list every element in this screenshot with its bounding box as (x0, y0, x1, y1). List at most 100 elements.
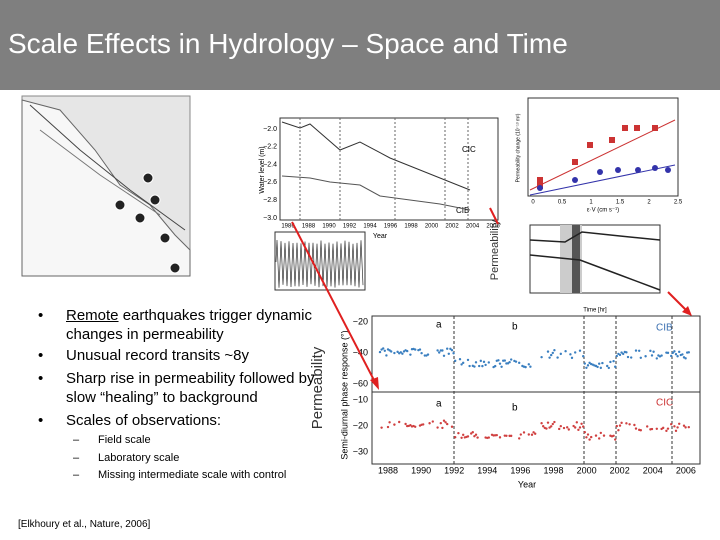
phase-point (588, 438, 591, 441)
phase-point (447, 352, 450, 355)
phase-point (458, 358, 462, 361)
epicenter (142, 172, 154, 184)
x-tick-label: 1986 (281, 224, 295, 230)
phase-point (630, 356, 633, 359)
phase-point (585, 366, 588, 369)
fault (29, 104, 186, 231)
phase-point (682, 424, 686, 427)
phase-point (495, 433, 498, 437)
x-axis-label: Year (373, 233, 388, 240)
y-tick-label: −10 (353, 394, 368, 404)
phase-point (393, 423, 396, 426)
phase-point (655, 427, 658, 430)
x-tick-label: 1994 (363, 224, 377, 230)
point (652, 125, 658, 131)
phase-point (650, 354, 654, 357)
phase-point (439, 421, 442, 425)
phase-point (614, 438, 617, 441)
phase-point (614, 365, 617, 368)
phase-point (687, 351, 690, 354)
phase-point (662, 426, 665, 430)
phase-point (670, 422, 673, 426)
y-tick-label: −2.0 (263, 126, 277, 133)
phase-point (466, 358, 470, 362)
arrow (291, 221, 377, 385)
phase-point (673, 350, 676, 353)
phase-point (446, 422, 449, 426)
phase-point (438, 351, 441, 354)
phase-point (482, 360, 486, 364)
phase-point (414, 425, 417, 428)
phase-point (540, 422, 543, 425)
header-band: Scale Effects in Hydrology – Space and T… (0, 0, 720, 90)
arrow-head (370, 377, 379, 390)
y-axis-label: Permeability change (10⁻¹³ m²) (515, 113, 521, 182)
phase-point (566, 426, 569, 429)
phase-point (462, 361, 465, 365)
y-tick-label: −2.8 (263, 197, 277, 204)
phase-point (572, 424, 575, 428)
y-tick-label: −20 (353, 420, 368, 430)
x-tick-label: 1 (589, 200, 593, 206)
phase-point (510, 358, 513, 361)
well-label: CIB (456, 206, 469, 215)
phase-point (612, 434, 615, 437)
point (587, 142, 593, 148)
phase-point (665, 429, 668, 433)
phase-point (390, 350, 393, 353)
phase-point (620, 421, 623, 425)
bullet-text: Scales of observations: (66, 412, 222, 429)
fault (39, 129, 161, 216)
phase-point (436, 426, 439, 429)
point (597, 169, 603, 175)
phase-point (582, 425, 585, 428)
point (635, 167, 641, 173)
phase-point (473, 435, 476, 438)
point (537, 177, 543, 183)
phase-point (450, 425, 454, 428)
phase-point (575, 421, 578, 424)
phase-point (399, 351, 402, 354)
phase-point (612, 359, 615, 363)
phase-point (634, 349, 638, 352)
phase-point (494, 364, 497, 368)
phase-point (644, 355, 647, 358)
phase-point (553, 420, 556, 424)
phase-point (546, 350, 550, 353)
x-tick-label: 2000 (425, 224, 439, 230)
phase-point (609, 360, 612, 364)
phase-point (540, 355, 543, 359)
y-axis-label: Semi-diurnal phase response (°) (339, 330, 349, 459)
phase-point (618, 424, 622, 427)
phase-point (468, 364, 471, 368)
phase-point (551, 422, 554, 426)
phase-point (487, 436, 490, 439)
phase-point (633, 423, 636, 427)
phase-point (532, 431, 535, 434)
phase-point (505, 434, 508, 438)
phase-point (678, 422, 681, 426)
phase-point (452, 352, 455, 355)
plot-frame (371, 315, 701, 465)
series-line (281, 175, 471, 211)
phase-point (450, 349, 454, 352)
phase-point (431, 420, 434, 423)
x-tick-label: 1.5 (616, 200, 625, 206)
phase-point (599, 431, 602, 435)
x-axis-label: ε·V (cm s⁻¹) (587, 208, 619, 214)
phase-point (564, 350, 567, 353)
coastline (21, 99, 191, 277)
point (634, 125, 640, 131)
phase-point (594, 434, 598, 437)
phase-point (518, 437, 521, 440)
phase-point (409, 424, 412, 427)
phase-point (687, 425, 690, 429)
phase-point (639, 429, 642, 432)
phase-point (625, 422, 628, 425)
arrow (489, 207, 499, 225)
phase-point (622, 352, 625, 356)
fit-line (529, 164, 676, 196)
phase-point (393, 351, 396, 355)
